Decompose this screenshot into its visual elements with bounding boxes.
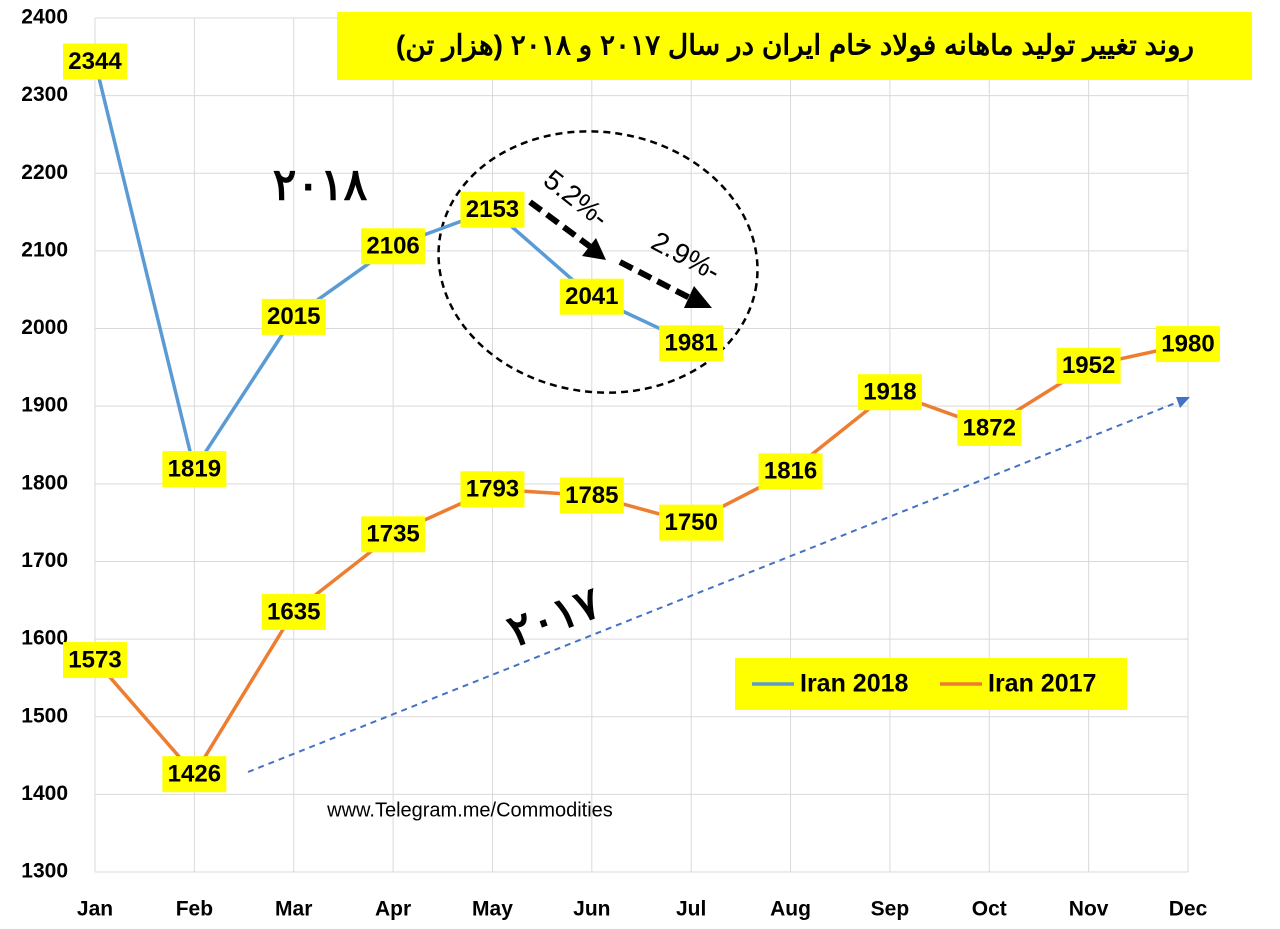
data-label-box xyxy=(659,325,724,362)
legend-label: Iran 2017 xyxy=(988,670,1096,698)
data-label-box xyxy=(162,756,227,793)
arrow xyxy=(528,199,594,251)
data-label: 2015 xyxy=(267,303,320,330)
annotation: ۲۰۱۸ xyxy=(273,161,368,210)
y-tick-label: 1300 xyxy=(21,860,68,883)
y-tick-label: 1600 xyxy=(21,627,68,650)
title-box xyxy=(337,12,1252,80)
chart-title: روند تغییر تولید ماهانه فولاد خام ایران … xyxy=(396,29,1194,62)
y-tick-label: 2400 xyxy=(21,6,68,29)
x-tick-label: Oct xyxy=(972,898,1007,921)
y-tick-label: 2200 xyxy=(21,161,68,184)
data-label-box xyxy=(162,451,227,488)
data-label: 1793 xyxy=(466,476,519,503)
data-label-box xyxy=(63,642,127,679)
data-labels: 2344 1819 2015 2106 2153 2041 1981 1573 1426 1635… xyxy=(63,43,1220,793)
data-label-box xyxy=(63,43,127,80)
data-label-box xyxy=(758,453,823,490)
data-label-box xyxy=(361,228,426,265)
x-tick-label: Apr xyxy=(375,898,411,921)
trend-arrow xyxy=(1176,397,1190,408)
x-tick-label: Nov xyxy=(1069,898,1109,921)
data-label: 1573 xyxy=(68,646,121,673)
annotation: www.Telegram.me/Commodities xyxy=(326,799,613,821)
data-label-box xyxy=(559,278,624,315)
data-label-box xyxy=(957,409,1022,446)
legend: Iran 2018 Iran 2017 xyxy=(752,670,1096,698)
data-label: 1785 xyxy=(565,482,618,509)
data-label: 1735 xyxy=(366,521,419,548)
data-label-box xyxy=(1156,326,1220,363)
data-label-box xyxy=(261,593,326,630)
legend-label: Iran 2018 xyxy=(800,670,909,698)
x-tick-label: Mar xyxy=(275,898,312,921)
data-label: 2153 xyxy=(466,196,519,223)
data-label: 1816 xyxy=(764,458,817,485)
data-label: 1918 xyxy=(863,379,916,406)
x-tick-label: Aug xyxy=(770,898,811,921)
data-label: 2041 xyxy=(565,283,618,310)
data-label-box xyxy=(460,471,525,508)
y-tick-label: 1400 xyxy=(21,782,68,805)
legend-box xyxy=(735,658,1127,710)
data-label: 1635 xyxy=(267,598,320,625)
y-tick-label: 2100 xyxy=(21,238,68,261)
x-tick-label: Jul xyxy=(676,898,706,921)
trend-line xyxy=(247,397,1189,773)
data-label: 1872 xyxy=(963,414,1016,441)
x-tick-label: Dec xyxy=(1169,898,1208,921)
data-label: 2344 xyxy=(68,48,122,75)
data-label-box xyxy=(659,504,724,541)
data-label: 1819 xyxy=(168,455,221,482)
highlight-ellipse xyxy=(437,130,759,394)
data-label-box xyxy=(460,191,525,228)
data-label-box xyxy=(559,477,624,514)
x-tick-label: Sep xyxy=(871,898,910,921)
data-label: 1980 xyxy=(1161,330,1214,357)
arrow xyxy=(618,259,692,301)
y-tick-label: 1800 xyxy=(21,471,68,494)
data-label: 2106 xyxy=(366,233,419,260)
y-tick-label: 1900 xyxy=(21,394,68,417)
x-tick-label: Jan xyxy=(77,898,113,921)
x-tick-label: Feb xyxy=(176,898,213,921)
data-label: 1952 xyxy=(1062,352,1115,379)
data-label-box xyxy=(1056,347,1121,384)
y-tick-label: 1500 xyxy=(21,704,68,727)
arrow-head xyxy=(684,286,712,308)
data-label: 1750 xyxy=(664,509,717,536)
arrow-head xyxy=(582,238,606,260)
x-tick-label: Jun xyxy=(573,898,610,921)
data-label: 1426 xyxy=(168,761,221,788)
data-label: 1981 xyxy=(664,330,717,357)
y-tick-label: 2000 xyxy=(21,316,68,339)
x-tick-label: May xyxy=(472,898,513,921)
data-label-box xyxy=(857,374,922,411)
data-label-box xyxy=(261,298,326,335)
data-label-box xyxy=(361,516,426,553)
y-tick-label: 2300 xyxy=(21,83,68,106)
y-tick-label: 1700 xyxy=(21,549,68,572)
